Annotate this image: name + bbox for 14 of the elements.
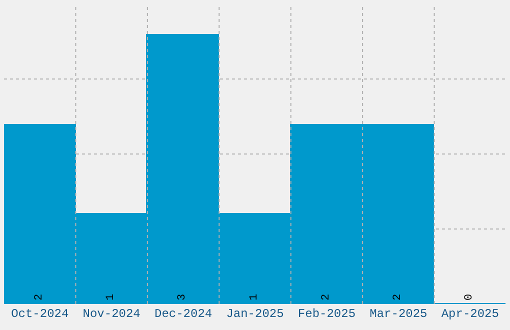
data-label: 3 (176, 294, 188, 300)
data-label: 0 (464, 294, 476, 300)
data-label: 2 (34, 294, 46, 300)
x-tick-label: Jan-2025 (226, 307, 284, 321)
data-label: 1 (105, 294, 117, 300)
x-tick-label: Oct-2024 (11, 307, 69, 321)
data-label: 2 (392, 294, 404, 300)
x-tick-label: Apr-2025 (441, 307, 499, 321)
data-label: 2 (320, 294, 332, 300)
data-label: 1 (248, 294, 260, 300)
x-tick-label: Nov-2024 (82, 307, 140, 321)
x-tick-label: Dec-2024 (154, 307, 212, 321)
x-tick-label: Mar-2025 (370, 307, 428, 321)
x-tick-label: Feb-2025 (298, 307, 356, 321)
